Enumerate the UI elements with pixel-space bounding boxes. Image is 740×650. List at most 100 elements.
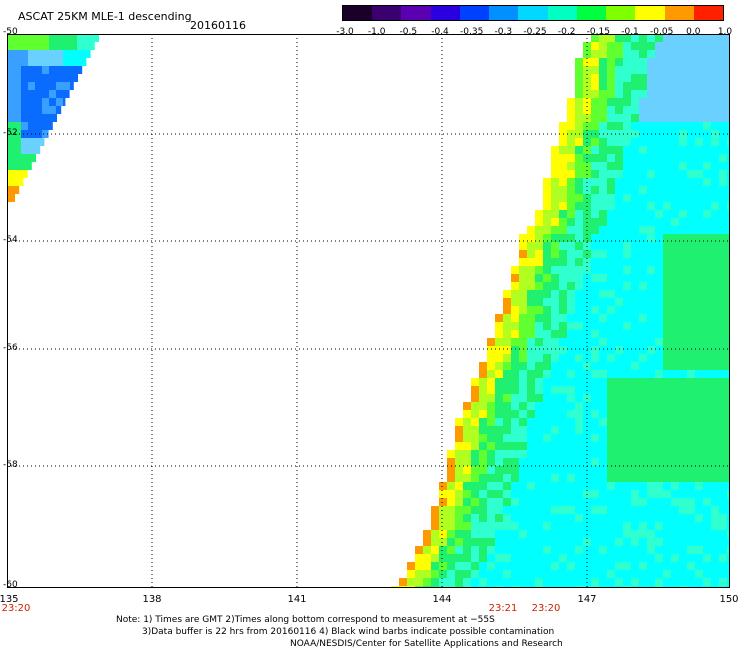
data-cell	[14, 170, 21, 178]
data-cell	[567, 546, 575, 554]
data-cell	[727, 154, 730, 162]
data-cell	[663, 58, 671, 66]
data-cell	[599, 458, 607, 466]
data-cell	[599, 282, 607, 290]
data-cell	[639, 242, 647, 250]
data-cell	[42, 114, 49, 122]
data-cell	[671, 458, 679, 466]
data-cell	[695, 170, 703, 178]
data-cell	[447, 490, 455, 498]
data-cell	[527, 546, 535, 554]
data-cell	[671, 114, 679, 122]
data-cell	[567, 218, 575, 226]
data-cell	[527, 578, 535, 586]
data-cell	[695, 466, 703, 474]
data-cell	[519, 546, 527, 554]
colorbar-labels: -3.0 -1.0 -0.5 -0.4 -0.35 -0.3 -0.25 -0.2 -0.15-…	[335, 27, 735, 39]
data-cell	[567, 394, 575, 402]
data-cell	[719, 122, 727, 130]
data-cell	[535, 330, 543, 338]
data-cell	[647, 170, 655, 178]
data-cell	[607, 538, 615, 546]
data-cell	[559, 138, 567, 146]
data-cell	[703, 362, 711, 370]
data-cell	[42, 106, 49, 114]
data-cell	[711, 90, 719, 98]
data-cell	[599, 418, 607, 426]
data-cell	[447, 546, 455, 554]
data-cell	[631, 378, 639, 386]
data-cell	[519, 370, 527, 378]
data-cell	[519, 306, 527, 314]
data-cell	[639, 66, 647, 74]
data-cell	[647, 482, 655, 490]
data-cell	[591, 114, 599, 122]
data-cell	[695, 34, 703, 42]
data-cell	[615, 562, 623, 570]
data-cell	[687, 106, 695, 114]
data-cell	[631, 58, 639, 66]
data-cell	[711, 418, 719, 426]
data-cell	[727, 578, 730, 586]
data-cell	[511, 538, 519, 546]
data-cell	[639, 58, 647, 66]
data-cell	[591, 482, 599, 490]
data-cell	[447, 514, 455, 522]
data-cell	[647, 554, 655, 562]
data-cell	[623, 42, 631, 50]
data-cell	[719, 154, 727, 162]
data-cell	[519, 234, 527, 242]
data-cell	[687, 50, 695, 58]
data-cell	[479, 362, 487, 370]
data-cell	[607, 258, 615, 266]
data-cell	[711, 442, 719, 450]
data-cell	[679, 202, 687, 210]
data-cell	[647, 106, 655, 114]
data-cell	[631, 42, 639, 50]
data-cell	[695, 450, 703, 458]
data-cell	[687, 498, 695, 506]
colorbar-label: -1.0	[367, 27, 386, 37]
data-cell	[671, 242, 679, 250]
data-cell	[607, 170, 615, 178]
data-cell	[535, 274, 543, 282]
data-cell	[423, 562, 431, 570]
data-cell	[623, 522, 631, 530]
data-cell	[623, 282, 631, 290]
data-cell	[671, 314, 679, 322]
data-cell	[543, 258, 551, 266]
data-cell	[28, 98, 35, 106]
data-cell	[623, 290, 631, 298]
data-cell	[447, 562, 455, 570]
data-cell	[663, 370, 671, 378]
data-cell	[599, 202, 607, 210]
data-cell	[431, 554, 439, 562]
data-cell	[591, 522, 599, 530]
data-cell	[463, 562, 471, 570]
data-cell	[687, 354, 695, 362]
data-cell	[575, 434, 583, 442]
data-cell	[671, 306, 679, 314]
data-cell	[679, 210, 687, 218]
data-cell	[687, 202, 695, 210]
data-cell	[655, 146, 663, 154]
data-cell	[21, 154, 28, 162]
data-cell	[695, 282, 703, 290]
data-cell	[655, 34, 663, 42]
data-cell	[647, 210, 655, 218]
data-cell	[655, 154, 663, 162]
data-cell	[471, 530, 479, 538]
data-cell	[703, 162, 711, 170]
data-cell	[615, 298, 623, 306]
data-cell	[647, 274, 655, 282]
data-cell	[639, 394, 647, 402]
data-cell	[591, 386, 599, 394]
data-cell	[527, 498, 535, 506]
data-cell	[28, 66, 35, 74]
data-cell	[455, 538, 463, 546]
data-cell	[543, 570, 551, 578]
data-cell	[551, 226, 559, 234]
data-cell	[511, 282, 519, 290]
data-cell	[567, 482, 575, 490]
data-cell	[575, 402, 583, 410]
